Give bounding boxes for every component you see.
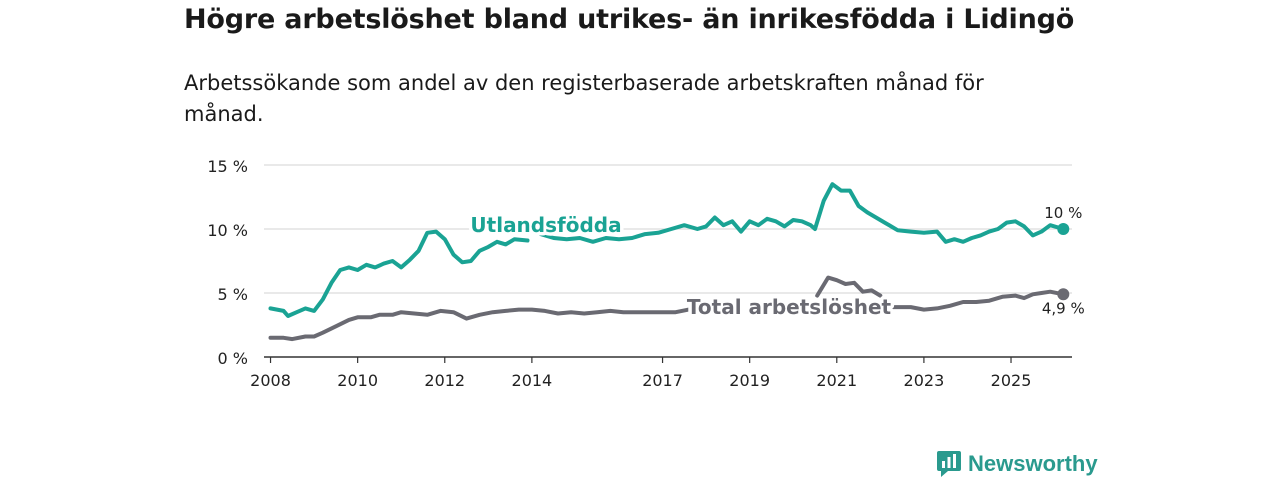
- x-tick-label: 2025: [991, 371, 1032, 390]
- brand-name: Newsworthy: [968, 451, 1098, 476]
- chart-subtitle: Arbetssökande som andel av den registerb…: [184, 71, 984, 126]
- y-tick-label: 10 %: [207, 221, 248, 240]
- end-point-foreign: [1057, 223, 1070, 235]
- series-labels: Utlandsfödda Total arbetslöshet 10 % 4,9 %: [467, 204, 1085, 323]
- x-tick-label: 2012: [424, 371, 465, 390]
- x-tick-label: 2008: [250, 371, 291, 390]
- x-tick-label: 2019: [729, 371, 770, 390]
- series-line-utlandsfodda-1: [538, 182, 1066, 244]
- y-tick-label: 0 %: [218, 349, 248, 368]
- chart-title: Högre arbetslöshet bland utrikes- än inr…: [184, 4, 1075, 35]
- x-tick-label: 2014: [512, 371, 553, 390]
- series-line-utlandsfodda-0: [268, 229, 530, 318]
- series-line-total-3: [815, 275, 883, 298]
- axes: 0 % 5 % 10 % 15 % 2008 2010 2012 2014 2017 2019 20…: [207, 157, 1072, 390]
- series-label-foreign: Utlandsfödda: [470, 213, 621, 237]
- newsworthy-logo-icon: [937, 451, 961, 477]
- end-value-label-total: 4,9 %: [1042, 299, 1085, 317]
- x-tick-label: 2017: [642, 371, 683, 390]
- series-label-total: Total arbetslöshet: [687, 295, 892, 319]
- series-line-total-2: [268, 307, 691, 342]
- end-value-label-foreign: 10 %: [1044, 204, 1082, 222]
- y-tick-label: 15 %: [207, 157, 248, 176]
- y-tick-label: 5 %: [218, 285, 248, 304]
- x-tick-label: 2021: [816, 371, 857, 390]
- end-point-total: [1057, 288, 1070, 301]
- x-tick-label: 2010: [337, 371, 378, 390]
- series: [268, 182, 1066, 342]
- x-tick-label: 2023: [904, 371, 945, 390]
- series-line-total-4: [884, 289, 1066, 312]
- newsworthy-brand[interactable]: Newsworthy: [936, 449, 1098, 479]
